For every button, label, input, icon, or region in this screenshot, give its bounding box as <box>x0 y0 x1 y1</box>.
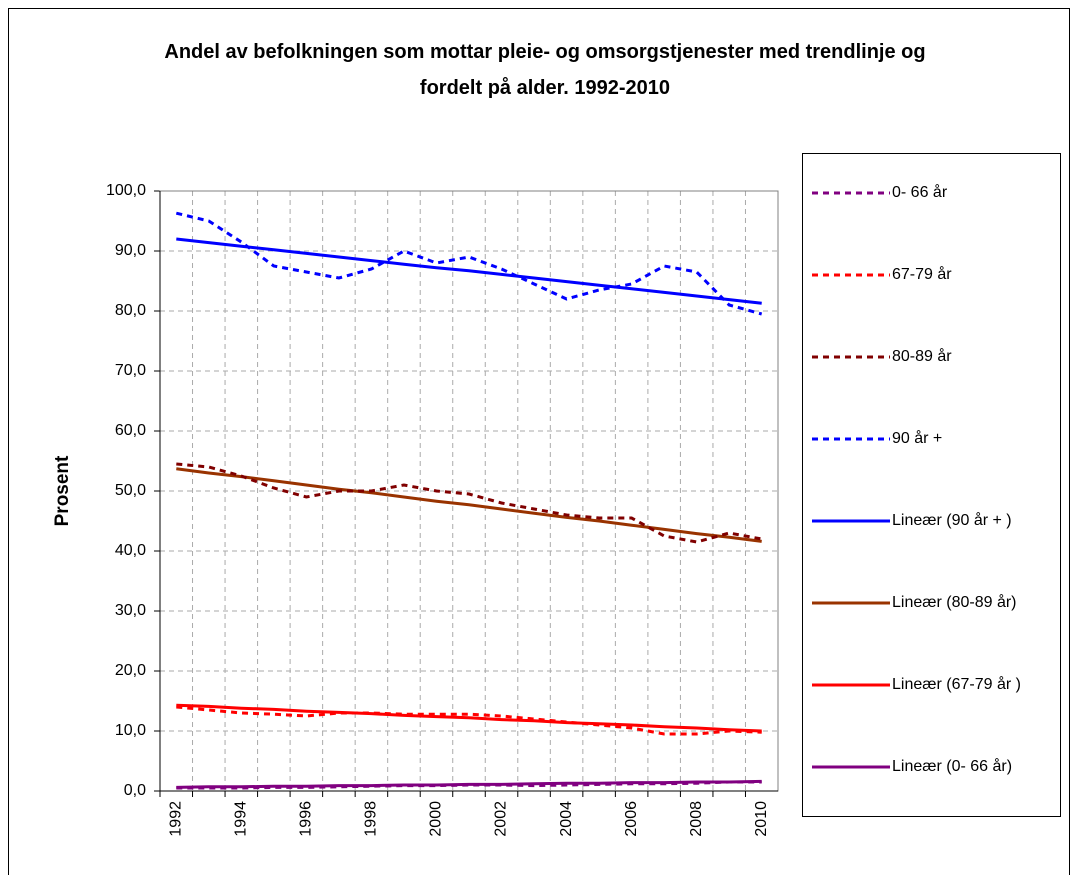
y-tick-label: 30,0 <box>115 602 146 619</box>
legend-box <box>802 153 1061 817</box>
chart-border <box>8 8 1070 875</box>
chart-title: Andel av befolkningen som mottar pleie- … <box>164 41 926 99</box>
legend-label: 67-79 år <box>892 265 952 283</box>
y-tick-label: 80,0 <box>115 302 146 319</box>
x-tick-label: 2000 <box>428 801 445 837</box>
x-tick-label: 2008 <box>688 801 705 837</box>
trend-line <box>176 467 762 543</box>
y-tick-label: 100,0 <box>106 182 146 199</box>
x-tick-label: 2004 <box>558 801 575 837</box>
y-tick-label: 60,0 <box>115 422 146 439</box>
data-line-dashed <box>175 211 763 316</box>
y-tick-label: 0,0 <box>124 782 146 799</box>
x-tick-label: 2006 <box>623 801 640 837</box>
legend-label: Lineær (90 år + ) <box>892 511 1012 529</box>
y-axis-label: Prosent <box>52 455 73 526</box>
legend-label: 0- 66 år <box>892 183 948 201</box>
legend-label: Lineær (80-89 år) <box>892 593 1017 611</box>
y-tick-label: 10,0 <box>115 722 146 739</box>
data-line-dashed <box>176 780 762 790</box>
x-tick-label: 1996 <box>298 801 315 837</box>
y-tick-label: 40,0 <box>115 542 146 559</box>
data-line-dashed <box>176 705 762 736</box>
y-tick-label: 50,0 <box>115 482 146 499</box>
x-tick-label: 1994 <box>233 801 250 837</box>
y-tick-label: 70,0 <box>115 362 146 379</box>
trend-line <box>176 703 762 733</box>
x-tick-label: 2010 <box>753 801 770 837</box>
legend-label: 80-89 år <box>892 347 952 365</box>
trend-line <box>176 237 762 305</box>
y-tick-label: 20,0 <box>115 662 146 679</box>
x-tick-label: 1998 <box>363 801 380 837</box>
y-tick-label: 90,0 <box>115 242 146 259</box>
x-tick-label: 1992 <box>167 801 184 837</box>
data-line-dashed <box>176 462 762 544</box>
legend-label: Lineær (0- 66 år) <box>892 757 1012 775</box>
legend-label: Lineær (67-79 år ) <box>892 675 1021 693</box>
legend-label: 90 år + <box>892 429 942 447</box>
x-tick-label: 2002 <box>493 801 510 837</box>
